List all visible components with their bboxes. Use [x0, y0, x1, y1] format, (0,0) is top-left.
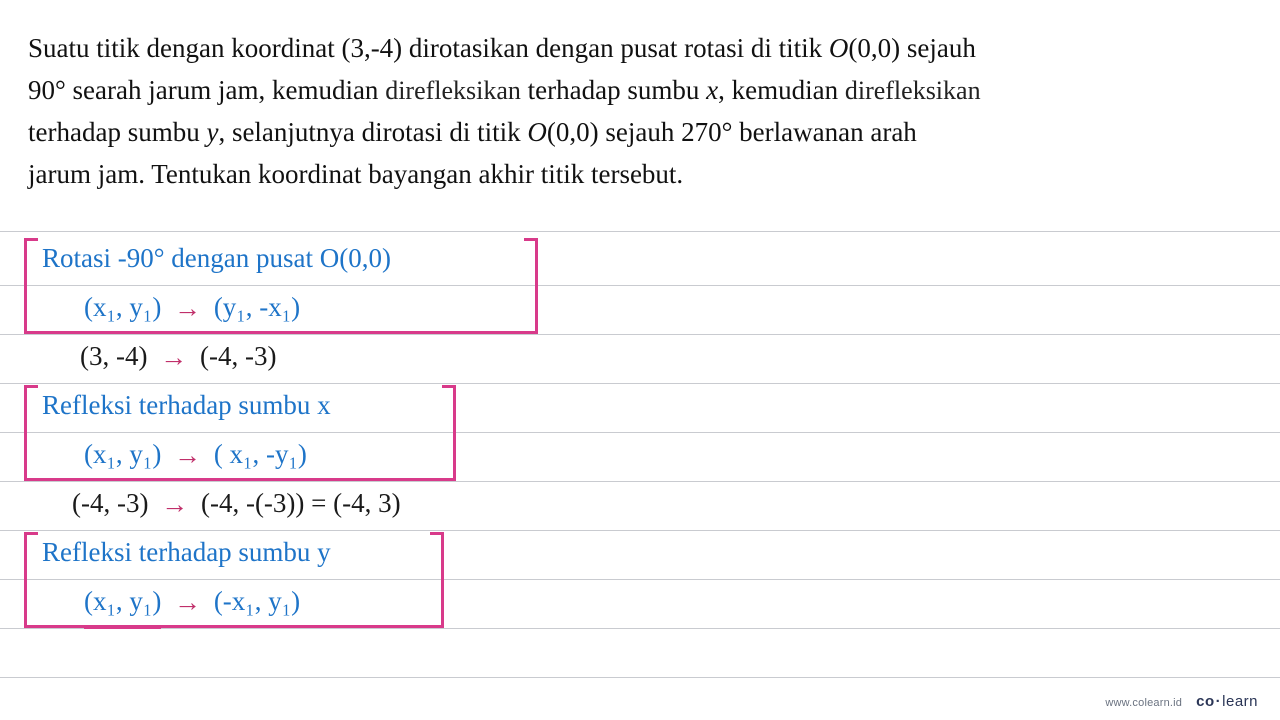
arrow-icon: →: [168, 284, 207, 333]
highlight-underline: [24, 478, 456, 481]
arrow-icon: →: [154, 333, 193, 382]
highlight-underline: [24, 331, 538, 334]
rule-right: (-x₁, y₁): [214, 586, 300, 616]
problem-text: terhadap sumbu: [28, 117, 206, 147]
var-y: y: [206, 117, 218, 147]
calc-right: (-4, -(-3)) = (-4, 3): [201, 488, 401, 518]
var-O: O: [527, 117, 547, 147]
step-title: Refleksi terhadap sumbu y: [36, 537, 331, 567]
problem-text: 90° searah jarum jam, kemudian: [28, 75, 385, 105]
var-O: O: [829, 33, 849, 63]
problem-text: , selanjutnya dirotasi di titik: [218, 117, 527, 147]
calc-left: (-4, -3): [72, 488, 148, 518]
problem-text: jarum jam. Tentukan koordinat bayangan a…: [28, 159, 683, 189]
problem-statement: Suatu titik dengan koordinat (3,-4) diro…: [0, 0, 1280, 207]
work-area: Rotasi -90° dengan pusat O(0,0) (x₁, y₁)…: [36, 234, 1270, 626]
handwritten-insert: direfleksikan: [385, 76, 521, 105]
step-title: Rotasi -90° dengan pusat O(0,0): [36, 243, 391, 273]
problem-text: (0,0) sejauh: [848, 33, 975, 63]
brand-logo: co·learn: [1196, 693, 1258, 710]
arrow-icon: →: [168, 431, 207, 480]
problem-text: , kemudian: [718, 75, 845, 105]
problem-text: terhadap sumbu: [521, 75, 706, 105]
step-title: Refleksi terhadap sumbu x: [36, 390, 331, 420]
rule-left: (x₁, y₁): [84, 577, 161, 629]
var-x: x: [706, 75, 718, 105]
rule-right: ( x₁, -y₁): [214, 439, 307, 469]
rule-left: (x₁, y₁): [84, 439, 161, 469]
highlight-underline: [24, 625, 444, 628]
rule-right: (y₁, -x₁): [214, 292, 300, 322]
footer-url: www.colearn.id: [1105, 697, 1182, 709]
handwritten-insert: direfleksikan: [845, 76, 981, 105]
problem-text: Suatu titik dengan koordinat (3,-4) diro…: [28, 33, 829, 63]
calc-left: (3, -4): [80, 341, 147, 371]
calc-right: (-4, -3): [200, 341, 276, 371]
footer: www.colearn.id co·learn: [1105, 693, 1258, 710]
arrow-icon: →: [155, 480, 194, 529]
problem-text: (0,0) sejauh 270° berlawanan arah: [547, 117, 917, 147]
rule-left: (x₁, y₁): [84, 292, 161, 322]
arrow-icon: →: [168, 578, 207, 627]
